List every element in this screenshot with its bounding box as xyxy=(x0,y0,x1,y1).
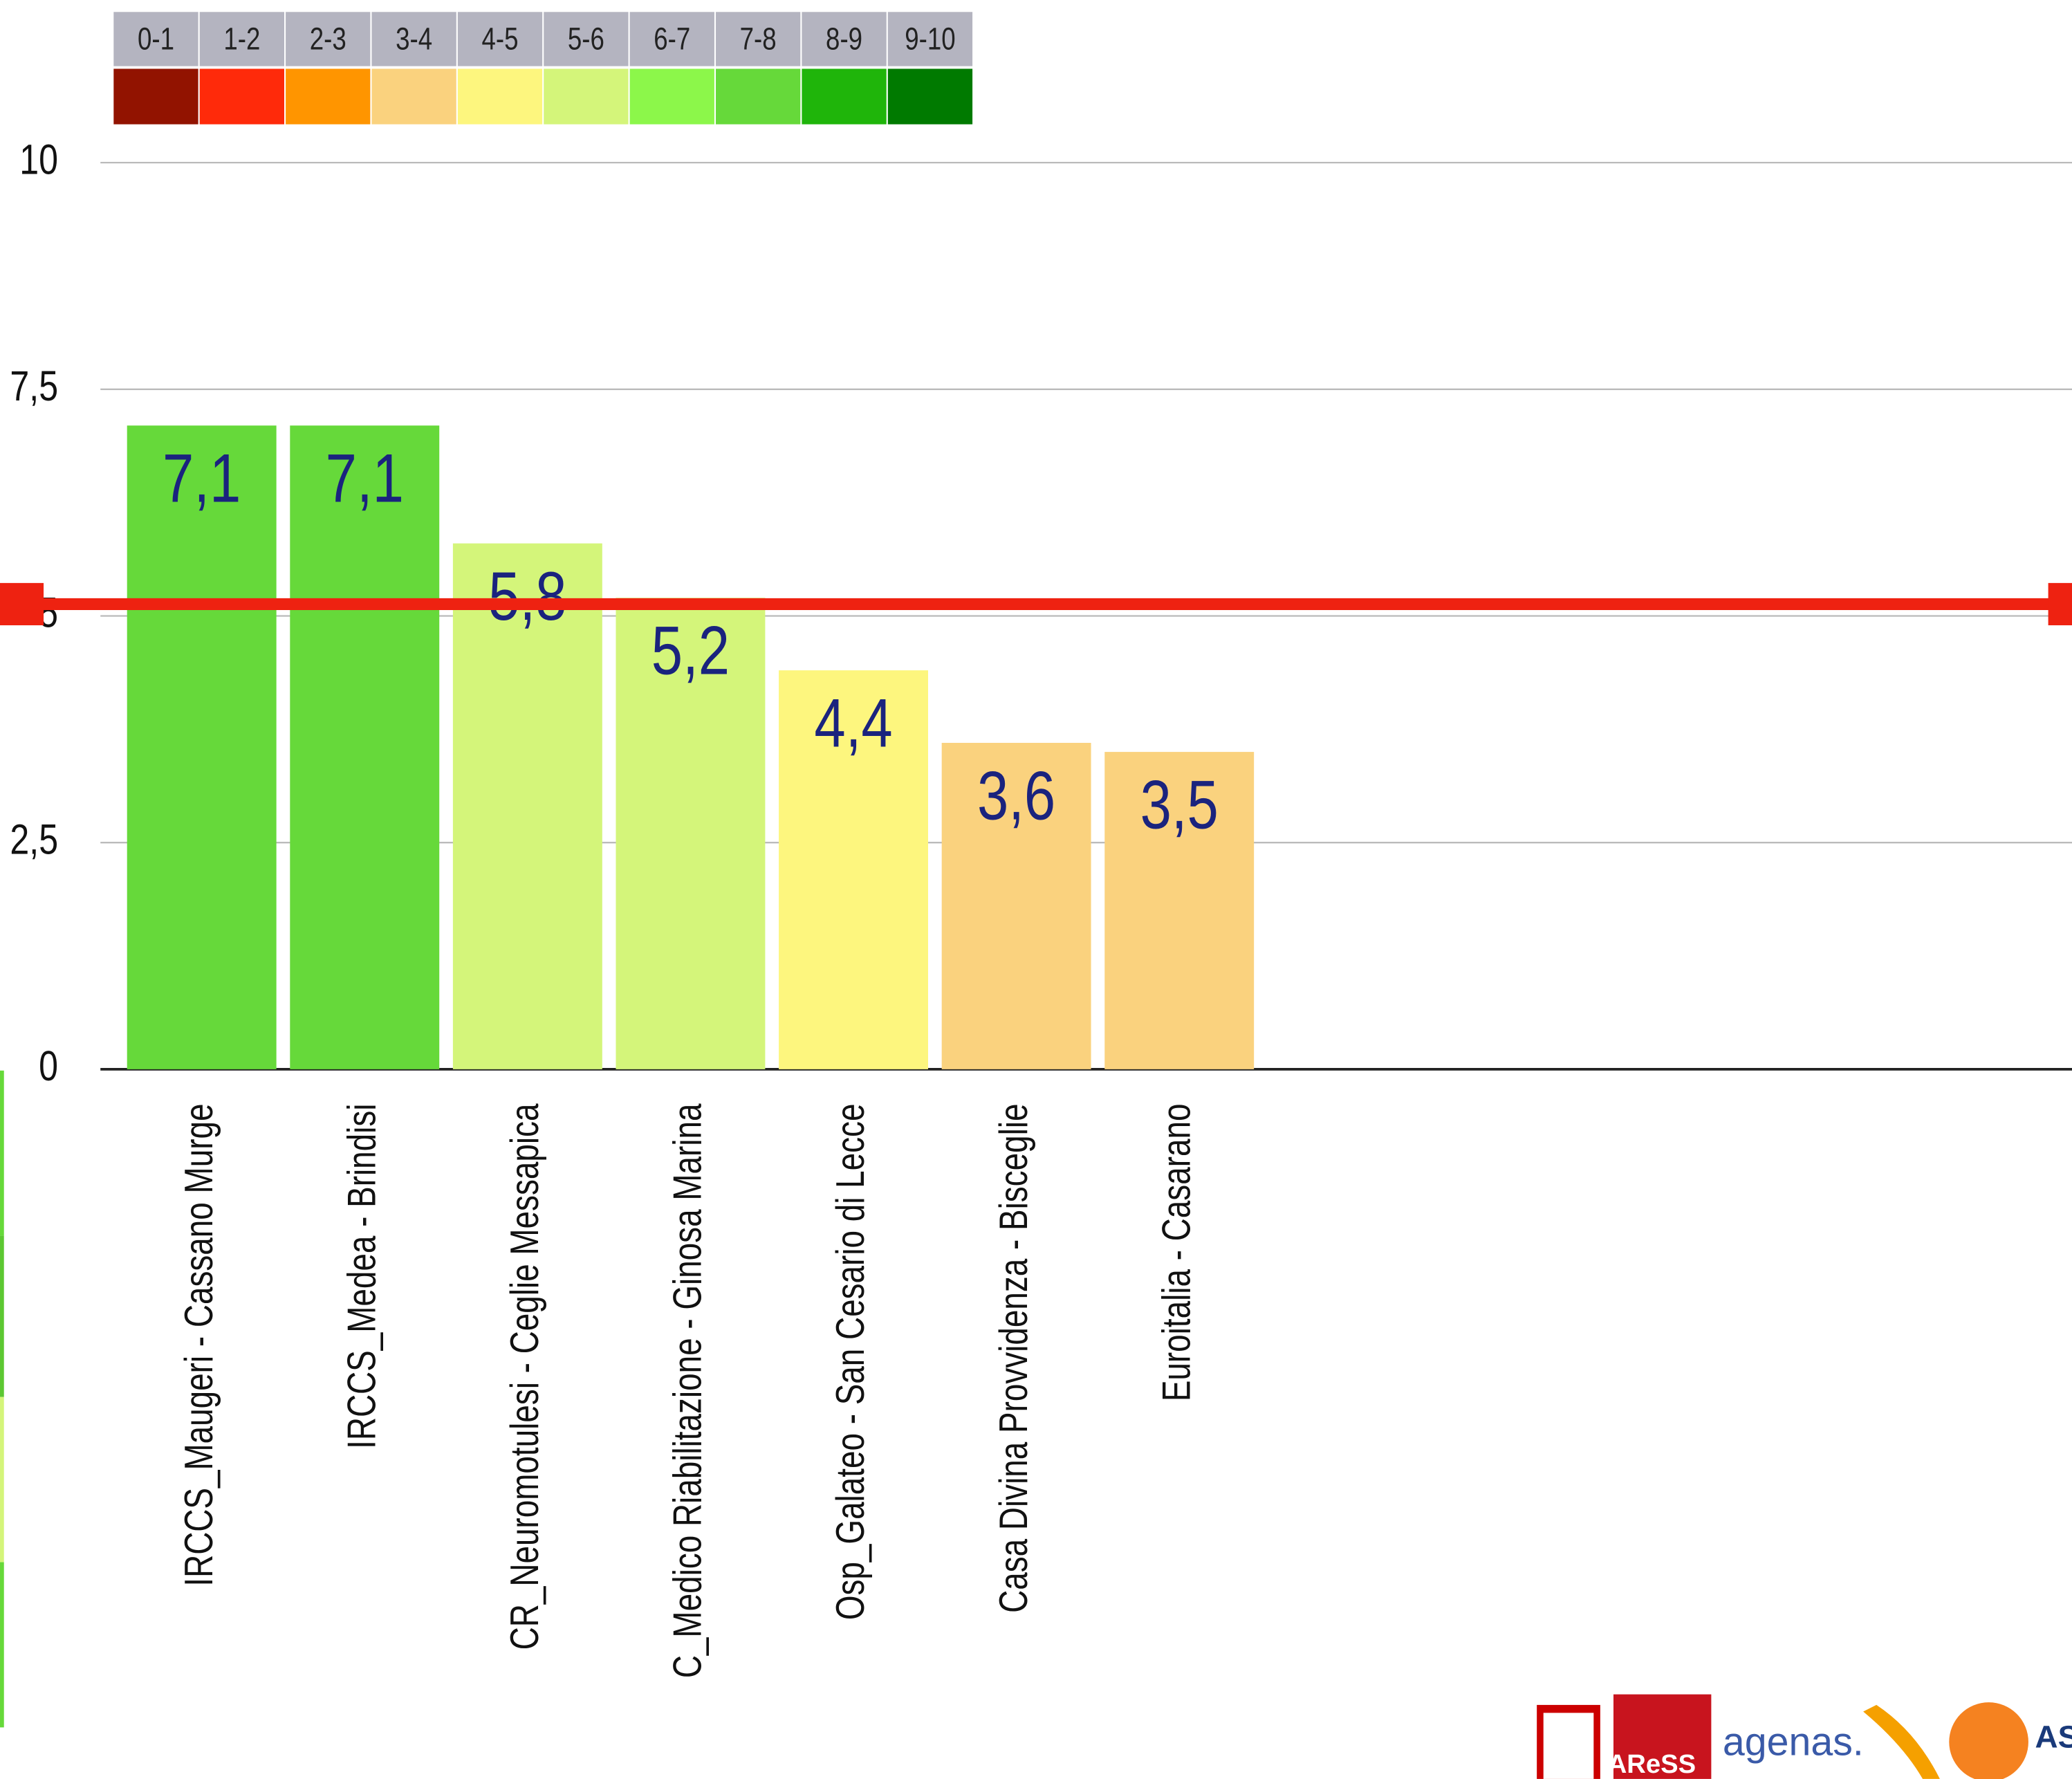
scale-label-box xyxy=(457,12,543,66)
x-tick-label: C_Medico Riabilitazione - Ginosa Marina xyxy=(665,1103,710,1678)
logo-shape xyxy=(1863,1704,1940,1779)
side-strip xyxy=(0,1397,4,1563)
x-tick-label: Casa Divina Provvidenza - Bisceglie xyxy=(991,1104,1035,1613)
y-tick-label: 0 xyxy=(39,1042,58,1089)
scale-label-box xyxy=(199,12,284,66)
value-label: 4,4 xyxy=(814,685,892,762)
logo-text: agenas. xyxy=(1723,1720,1864,1764)
scale-swatch xyxy=(887,68,973,125)
scale-label-box xyxy=(716,12,801,66)
scale-label: 8-9 xyxy=(826,20,862,56)
y-tick-label: 10 xyxy=(19,135,58,183)
bar xyxy=(779,670,928,1069)
bar xyxy=(127,425,277,1069)
side-strip xyxy=(0,1070,4,1236)
scale-swatch xyxy=(113,68,198,125)
value-label: 5,2 xyxy=(651,613,730,689)
scale-label-box xyxy=(371,12,456,66)
scale-label-box xyxy=(887,12,973,66)
x-tick-label: IRCCS_Medea - Brindisi xyxy=(339,1104,383,1449)
value-label: 3,5 xyxy=(1140,767,1219,843)
side-strip xyxy=(0,1562,4,1728)
scale-label-box xyxy=(544,12,629,66)
logo-fragment: AS xyxy=(2035,1719,2072,1755)
scale-label: 9-10 xyxy=(905,20,955,56)
scale-label-box xyxy=(802,12,887,66)
scale-label-box xyxy=(286,12,371,66)
scale-swatch xyxy=(286,68,371,125)
scale-swatch xyxy=(371,68,456,125)
aress-logo xyxy=(1613,1694,1712,1779)
value-label: 7,1 xyxy=(163,441,241,517)
x-tick-label: Euroitalia - Casarano xyxy=(1154,1104,1198,1402)
scale-swatch xyxy=(544,68,629,125)
y-tick-label: 7,5 xyxy=(10,362,58,409)
value-label: 7,1 xyxy=(326,441,404,517)
scale-swatch xyxy=(716,68,801,125)
value-label: 3,6 xyxy=(977,758,1055,834)
scale-swatch xyxy=(199,68,284,125)
crest-inner xyxy=(1543,1713,1594,1779)
logo-text: AReSS xyxy=(1608,1749,1696,1779)
scale-swatch xyxy=(457,68,543,125)
reference-marker xyxy=(2048,582,2072,626)
scale-label: 7-8 xyxy=(740,20,777,56)
scale-swatch xyxy=(802,68,887,125)
reference-marker xyxy=(0,582,44,626)
scale-label-box xyxy=(113,12,198,66)
scale-label: 5-6 xyxy=(568,20,604,56)
x-tick-label: Osp_Galateo - San Cesario di Lecce xyxy=(828,1104,872,1621)
scale-label: 0-1 xyxy=(138,20,174,56)
logos: AReSS agenas. AS xyxy=(1537,1694,2072,1779)
logo-shape xyxy=(1949,1702,2028,1779)
x-tick-label: IRCCS_Maugeri - Cassano Murge xyxy=(176,1104,221,1587)
side-strip xyxy=(0,1235,4,1397)
value-label: 5,8 xyxy=(488,558,566,634)
bar xyxy=(941,742,1091,1069)
bar xyxy=(616,598,766,1069)
scale-swatch xyxy=(629,68,714,125)
scale-label: 2-3 xyxy=(310,20,346,56)
bar xyxy=(290,425,440,1069)
bar xyxy=(452,543,602,1069)
x-tick-label: CR_Neuromotulesi - Ceglie Messapica xyxy=(502,1103,546,1650)
scale-label: 4-5 xyxy=(482,20,519,56)
bar xyxy=(1104,752,1255,1069)
scale-label-box xyxy=(629,12,714,66)
y-tick-label: 2,5 xyxy=(10,815,58,863)
scale-label: 1-2 xyxy=(223,20,260,56)
scale-label: 6-7 xyxy=(654,20,690,56)
scale-label: 3-4 xyxy=(396,20,432,56)
